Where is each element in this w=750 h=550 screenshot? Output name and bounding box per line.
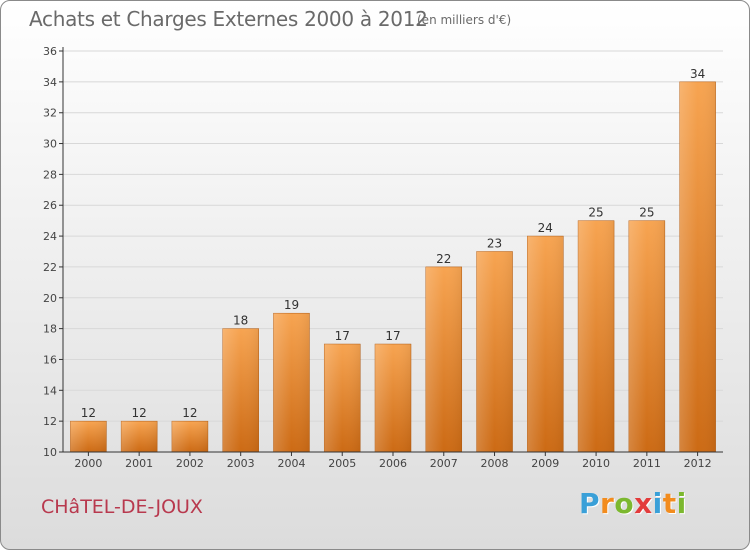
logo-letter: i: [676, 487, 687, 520]
bars: [70, 81, 716, 453]
bar-value-label: 22: [436, 252, 451, 266]
logo-letter: x: [634, 487, 653, 520]
y-tick-label: 26: [43, 199, 57, 212]
bar-shine: [527, 236, 564, 452]
commune-name: CHâTEL-DE-JOUX: [41, 496, 203, 518]
x-tick-label: 2006: [379, 457, 407, 470]
logo-letter: i: [652, 487, 663, 520]
bar-shine: [273, 313, 310, 452]
axes: [59, 47, 723, 456]
y-tick-label: 22: [43, 261, 57, 274]
y-tick-label: 14: [43, 384, 57, 397]
y-tick-label: 32: [43, 107, 57, 120]
logo-letter: P: [579, 487, 601, 520]
y-tick-label: 20: [43, 292, 57, 305]
x-tick-label: 2009: [531, 457, 559, 470]
bar-value-label: 24: [538, 221, 553, 235]
bar-value-label: 34: [690, 67, 705, 81]
logo-letter: o: [614, 487, 635, 520]
bar-value-label: 25: [588, 206, 603, 220]
y-tick-label: 30: [43, 138, 57, 151]
y-tick-label: 36: [43, 45, 57, 58]
y-tick-label: 18: [43, 323, 57, 336]
bar-value-label: 25: [639, 206, 654, 220]
y-tick-label: 34: [43, 76, 57, 89]
x-tick-label: 2007: [430, 457, 458, 470]
chart-subtitle: (en milliers d'€): [417, 13, 512, 27]
bar-value-label: 17: [335, 329, 350, 343]
bar-value-label: 19: [284, 298, 299, 312]
x-tick-label: 2012: [684, 457, 712, 470]
bar-shine: [425, 266, 462, 452]
bar-value-label: 17: [385, 329, 400, 343]
x-tick-label: 2004: [277, 457, 305, 470]
bar-shine: [121, 421, 158, 452]
bar-shine: [628, 220, 665, 452]
y-tick-label: 16: [43, 353, 57, 366]
bar-shine: [476, 251, 513, 452]
x-tick-label: 2000: [74, 457, 102, 470]
bar-value-label: 18: [233, 314, 248, 328]
proxiti-logo: Proxiti: [579, 487, 687, 520]
y-tick-label: 10: [43, 446, 57, 459]
bar-shine: [578, 220, 615, 452]
logo-letter: t: [662, 487, 677, 520]
chart-title: Achats et Charges Externes 2000 à 2012: [29, 7, 428, 31]
y-tick-label: 12: [43, 415, 57, 428]
x-tick-label: 2011: [633, 457, 661, 470]
x-tick-label: 2008: [481, 457, 509, 470]
bar-shine: [222, 328, 259, 452]
bar-shine: [324, 344, 361, 452]
bar-shine: [70, 421, 107, 452]
x-tick-label: 2005: [328, 457, 356, 470]
bar-value-label: 12: [81, 406, 96, 420]
bar-shine: [375, 344, 411, 452]
x-tick-label: 2002: [176, 457, 204, 470]
bar-shine: [171, 421, 208, 452]
x-tick-label: 2010: [582, 457, 610, 470]
logo-letter: r: [600, 487, 615, 520]
bar-shine: [679, 81, 716, 452]
bar-value-label: 12: [132, 406, 147, 420]
x-tick-label: 2001: [125, 457, 153, 470]
y-tick-label: 28: [43, 168, 57, 181]
bar-value-label: 23: [487, 237, 502, 251]
labels: 10 12 14 16 18 20 22 24 26 28 30 32 34 36 12 2000 12 2001…: [43, 45, 712, 470]
y-tick-label: 24: [43, 230, 57, 243]
x-tick-label: 2003: [227, 457, 255, 470]
bar-value-label: 12: [182, 406, 197, 420]
